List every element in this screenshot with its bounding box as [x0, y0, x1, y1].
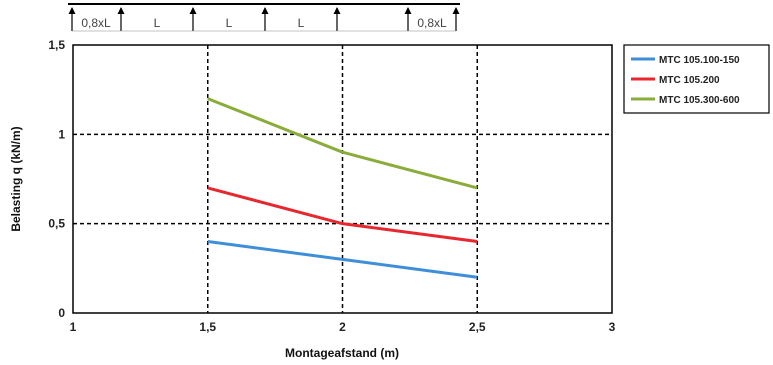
- support-arrow-head: [261, 7, 269, 14]
- y-tick-label: 1,5: [48, 38, 65, 52]
- span-diagram: 0,8xL L L L 0,8xL: [68, 3, 460, 32]
- series-lines: [207, 97, 478, 279]
- y-axis-label: Belasting q (kN/m): [9, 126, 23, 231]
- support-arrow-head: [117, 7, 125, 14]
- series-line: [207, 240, 478, 279]
- x-tick-labels: 1 1,5 2 2,5 3: [70, 320, 616, 334]
- series-line: [207, 186, 478, 244]
- support-arrow-head: [404, 7, 412, 14]
- legend-label: MTC 105.300-600: [659, 95, 740, 106]
- span-label: 0,8xL: [417, 16, 447, 30]
- span-label: L: [154, 16, 161, 30]
- legend-label: MTC 105.200: [659, 75, 720, 86]
- x-tick-label: 3: [609, 320, 616, 334]
- x-tick-label: 2,5: [469, 320, 486, 334]
- x-tick-label: 1: [70, 320, 77, 334]
- y-tick-label: 1: [58, 127, 65, 141]
- span-label: L: [298, 16, 305, 30]
- y-tick-label: 0,5: [48, 217, 65, 231]
- series-line: [207, 97, 478, 190]
- support-arrow-head: [189, 7, 197, 14]
- support-arrow-head: [333, 7, 341, 14]
- y-tick-labels: 0 0,5 1 1,5: [48, 38, 65, 320]
- span-label: 0,8xL: [81, 16, 111, 30]
- support-arrow-head: [68, 7, 76, 14]
- legend: MTC 105.100-150 MTC 105.200 MTC 105.300-60…: [623, 44, 770, 114]
- y-tick-label: 0: [58, 306, 65, 320]
- legend-label: MTC 105.100-150: [659, 55, 740, 66]
- support-arrow-head: [452, 7, 460, 14]
- x-axis-label: Montageafstand (m): [285, 346, 399, 360]
- span-label: L: [226, 16, 233, 30]
- x-tick-label: 2: [339, 320, 346, 334]
- x-tick-label: 1,5: [199, 320, 216, 334]
